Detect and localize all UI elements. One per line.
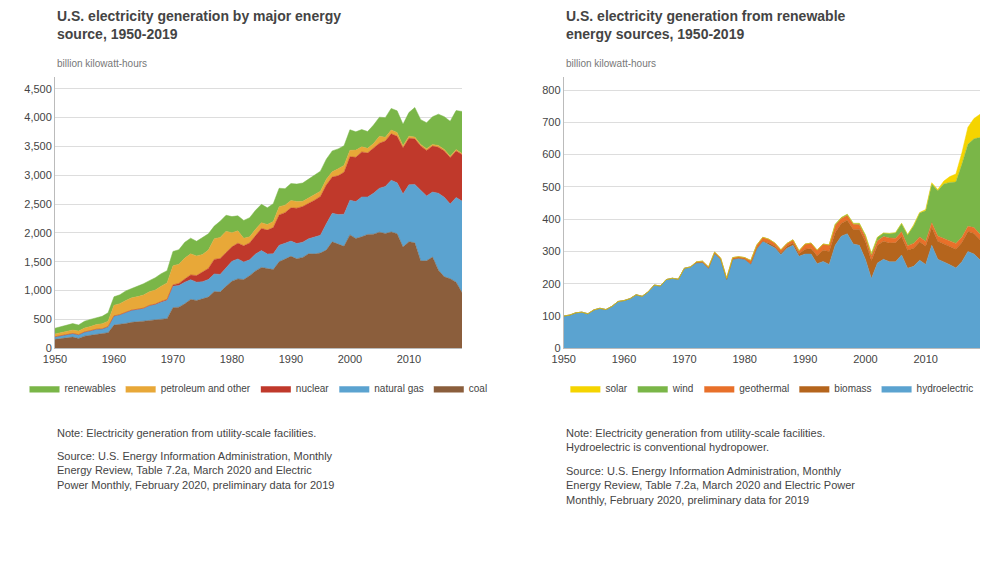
- svg-text:1950: 1950: [43, 353, 67, 365]
- svg-text:1950: 1950: [552, 353, 576, 365]
- svg-text:600: 600: [542, 148, 560, 160]
- svg-text:500: 500: [33, 313, 51, 325]
- svg-text:biomass: biomass: [834, 383, 871, 394]
- svg-text:3,500: 3,500: [24, 140, 52, 152]
- svg-text:1990: 1990: [279, 353, 303, 365]
- svg-text:Note: Electricity generation f: Note: Electricity generation from utilit…: [57, 427, 316, 439]
- svg-text:2,000: 2,000: [24, 227, 52, 239]
- svg-text:billion kilowatt-hours: billion kilowatt-hours: [57, 58, 147, 69]
- svg-text:solar: solar: [605, 383, 627, 394]
- svg-text:2,500: 2,500: [24, 198, 52, 210]
- svg-text:billion kilowatt-hours: billion kilowatt-hours: [566, 58, 656, 69]
- svg-text:1960: 1960: [102, 353, 126, 365]
- svg-text:4,000: 4,000: [24, 111, 52, 123]
- svg-text:700: 700: [542, 116, 560, 128]
- svg-text:300: 300: [542, 245, 560, 257]
- svg-text:200: 200: [542, 278, 560, 290]
- svg-text:0: 0: [554, 342, 560, 354]
- svg-text:1970: 1970: [672, 353, 696, 365]
- svg-text:1,500: 1,500: [24, 256, 52, 268]
- svg-text:nuclear: nuclear: [296, 383, 329, 394]
- svg-text:geothermal: geothermal: [739, 383, 789, 394]
- svg-text:U.S. electricity generation fr: U.S. electricity generation from renewab…: [566, 8, 846, 42]
- svg-text:1970: 1970: [161, 353, 185, 365]
- svg-text:500: 500: [542, 181, 560, 193]
- svg-text:1990: 1990: [793, 353, 817, 365]
- svg-text:2000: 2000: [853, 353, 877, 365]
- svg-text:natural gas: natural gas: [374, 383, 423, 394]
- svg-text:wind: wind: [672, 383, 694, 394]
- svg-text:1960: 1960: [612, 353, 636, 365]
- svg-text:U.S. electricity generation by: U.S. electricity generation by major ene…: [57, 8, 341, 42]
- svg-text:4,500: 4,500: [24, 83, 52, 95]
- svg-text:400: 400: [542, 213, 560, 225]
- svg-text:2010: 2010: [397, 353, 421, 365]
- svg-text:petroleum and other: petroleum and other: [161, 383, 251, 394]
- svg-text:3,000: 3,000: [24, 169, 52, 181]
- svg-text:2010: 2010: [913, 353, 937, 365]
- svg-text:1980: 1980: [220, 353, 244, 365]
- svg-text:0: 0: [46, 342, 52, 354]
- svg-text:renewables: renewables: [65, 383, 116, 394]
- svg-text:100: 100: [542, 310, 560, 322]
- svg-text:1980: 1980: [732, 353, 756, 365]
- svg-text:Source: U.S. Energy Informatio: Source: U.S. Energy Information Administ…: [566, 465, 855, 506]
- svg-text:hydroelectric: hydroelectric: [917, 383, 974, 394]
- svg-text:coal: coal: [469, 383, 487, 394]
- svg-text:Source: U.S. Energy Informatio: Source: U.S. Energy Information Administ…: [57, 450, 334, 491]
- svg-text:1,000: 1,000: [24, 284, 52, 296]
- svg-text:2000: 2000: [338, 353, 362, 365]
- svg-text:Note: Electricity generation f: Note: Electricity generation from utilit…: [566, 427, 825, 453]
- svg-text:800: 800: [542, 84, 560, 96]
